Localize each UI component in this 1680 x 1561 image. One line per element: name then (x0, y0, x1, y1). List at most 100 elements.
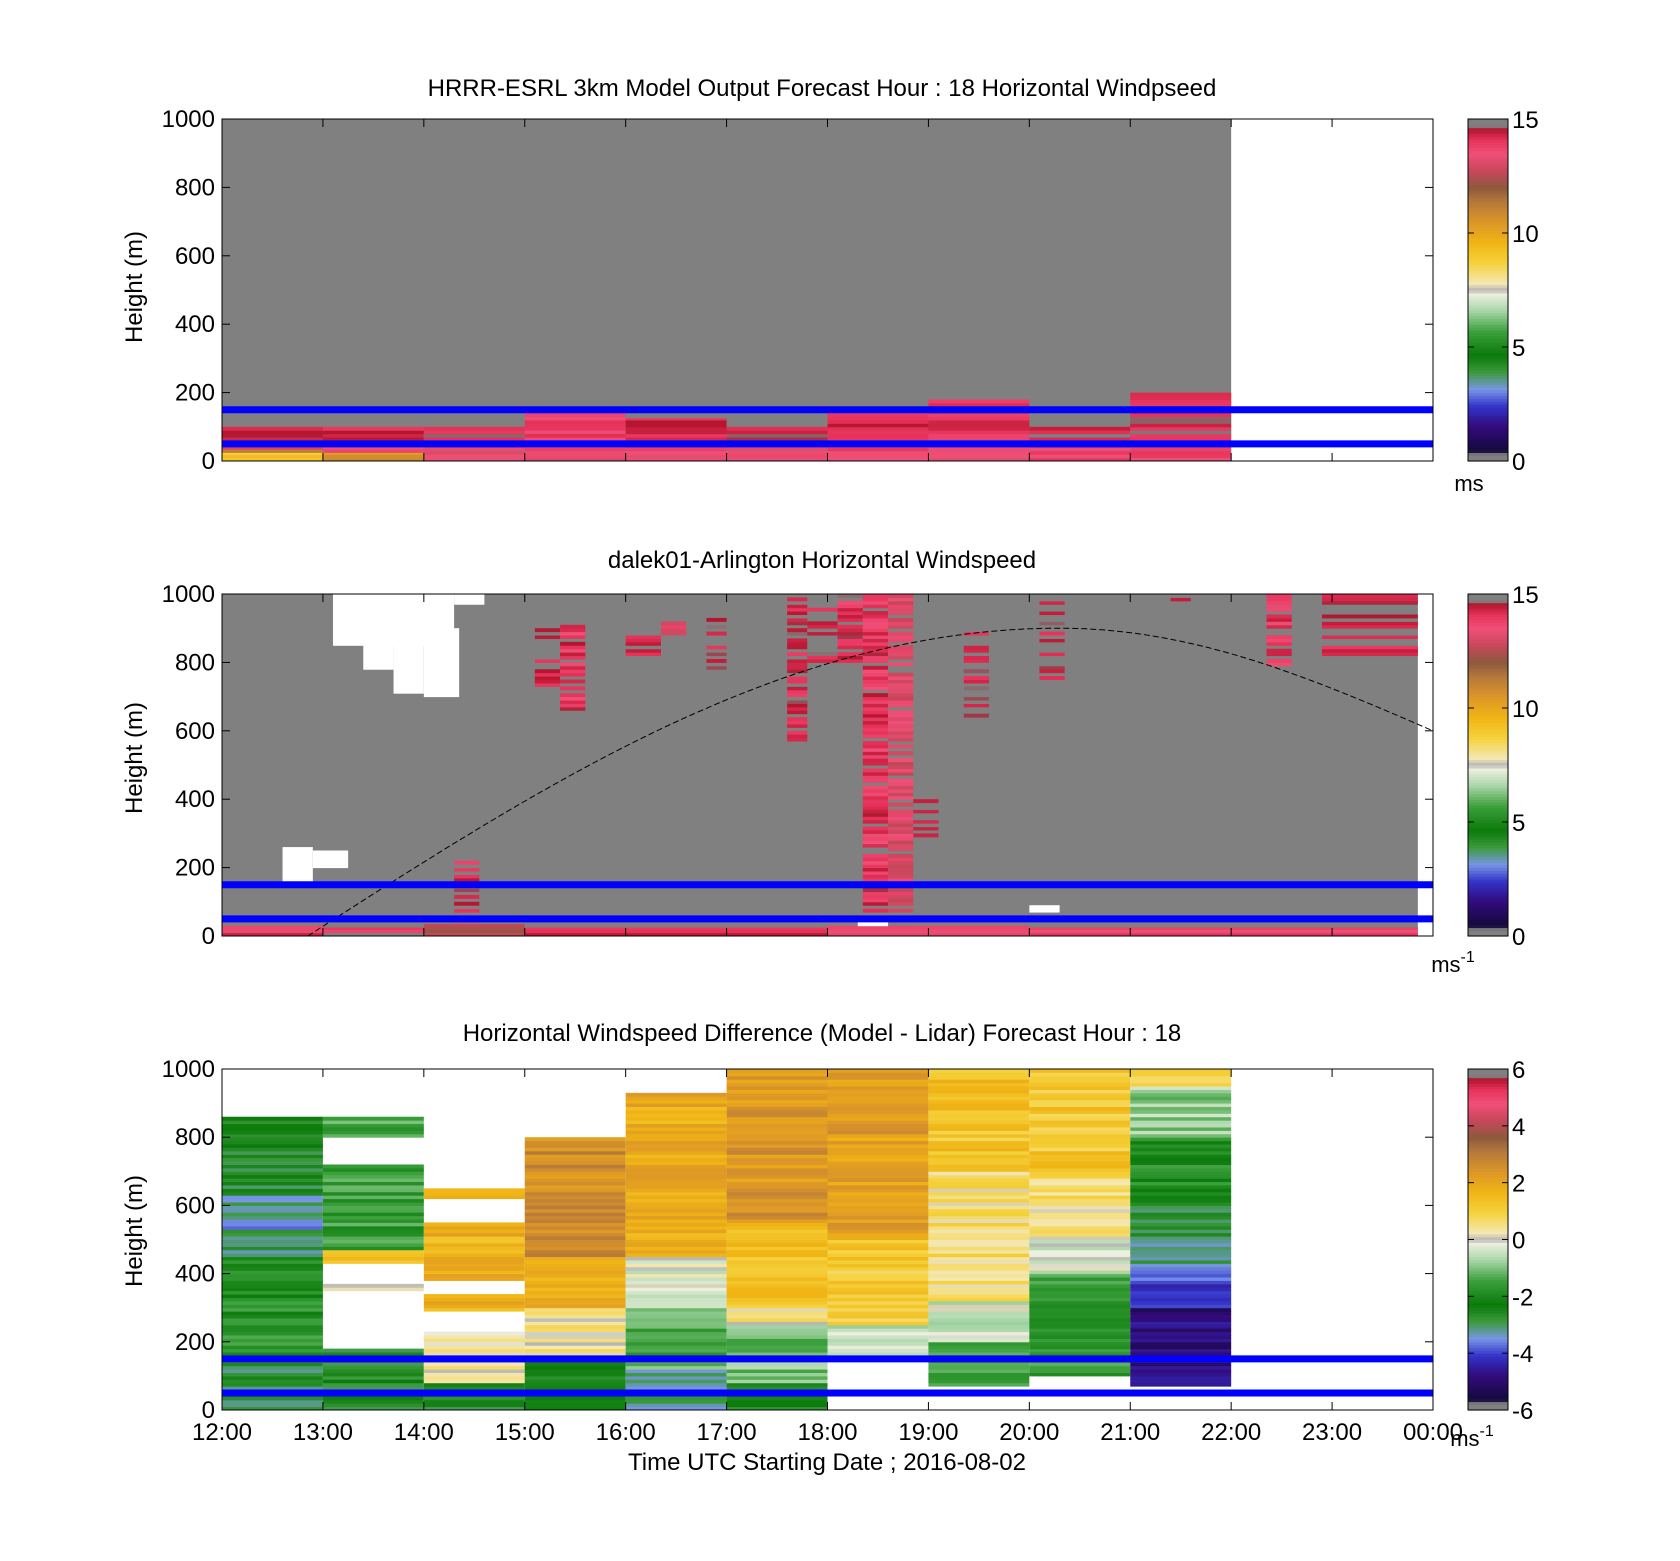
colorbar-swatch (1468, 813, 1508, 817)
heatmap-cell (726, 1164, 828, 1169)
heatmap-cell (625, 1140, 727, 1145)
colorbar-swatch (1468, 235, 1508, 240)
colorbar-swatch (1468, 659, 1508, 663)
heatmap-cell (454, 864, 480, 869)
heatmap-cell (862, 829, 889, 834)
heatmap-cell (726, 1201, 828, 1206)
heatmap-cell (222, 1297, 323, 1302)
colorbar-swatch (1468, 631, 1508, 635)
heatmap-cell (1029, 1191, 1131, 1196)
colorbar-swatch (1468, 747, 1508, 752)
heatmap-cell (1130, 1137, 1232, 1142)
heatmap-cell (928, 1232, 1030, 1237)
heatmap-cell (322, 1212, 424, 1217)
colorbar-swatch (1468, 1094, 1508, 1099)
heatmap-cell (928, 1225, 1030, 1230)
heatmap-cell (827, 1205, 929, 1210)
no-data-patch (363, 645, 394, 670)
heatmap-cell (888, 723, 914, 728)
heatmap-cell (1130, 1130, 1232, 1135)
heatmap-cell (1029, 1113, 1131, 1118)
heatmap-cell (625, 645, 661, 650)
heatmap-cell (928, 1181, 1030, 1186)
heatmap-cell (625, 418, 727, 421)
heatmap-cell (827, 1352, 929, 1356)
colorbar-swatch (1468, 164, 1508, 169)
heatmap-cell (625, 652, 661, 657)
x-tick-label: 15:00 (495, 1419, 555, 1446)
heatmap-cell (726, 1345, 828, 1350)
heatmap-cell (1130, 1232, 1232, 1237)
heatmap-cell (726, 1266, 828, 1271)
colorbar-swatch (1468, 153, 1508, 157)
heatmap-cell (862, 864, 889, 869)
heatmap-cell (625, 1222, 727, 1227)
heatmap-cell (928, 423, 1030, 428)
heatmap-cell (222, 1311, 323, 1316)
heatmap-cell (963, 706, 989, 711)
colorbar-swatch (1468, 1182, 1508, 1187)
heatmap-cell (524, 1140, 626, 1145)
heatmap-cell (222, 1201, 323, 1206)
heatmap-cell (625, 1321, 727, 1326)
heatmap-cell (1130, 1174, 1232, 1179)
heatmap-cell (524, 1375, 626, 1380)
heatmap-cell (625, 1157, 727, 1162)
heatmap-cell (862, 819, 889, 824)
colorbar-swatch (1468, 124, 1508, 129)
heatmap-cell (1130, 426, 1232, 431)
heatmap-cell (1321, 645, 1418, 650)
heatmap-cell (928, 402, 1030, 407)
heatmap-cell (222, 1120, 323, 1125)
heatmap-cell (862, 696, 889, 701)
y-tick-label: 1000 (162, 106, 215, 133)
no-data-patch (1029, 905, 1060, 913)
y-tick-label: 600 (175, 718, 215, 745)
colorbar-swatch (1468, 1134, 1508, 1138)
no-data-patch (423, 628, 460, 698)
heatmap-cell (322, 1242, 424, 1247)
heatmap-cell (928, 1069, 1030, 1073)
colorbar-swatch (1468, 619, 1508, 624)
heatmap-cell (625, 1331, 727, 1336)
heatmap-cell (524, 433, 626, 438)
heatmap-cell (524, 1280, 626, 1285)
colorbar-swatch (1468, 1401, 1508, 1405)
colorbar-swatch (1468, 452, 1508, 456)
heatmap-cell (787, 645, 808, 650)
heatmap-cell (322, 1164, 424, 1169)
heatmap-cell (963, 655, 989, 660)
colorbar-swatch (1468, 762, 1508, 766)
heatmap-cell (862, 594, 889, 598)
heatmap-cell (625, 1304, 727, 1309)
heatmap-cell (1130, 1307, 1232, 1312)
heatmap-cell (322, 1208, 424, 1213)
heatmap-cell (827, 1161, 929, 1165)
colorbar-unit-label: ms-1 (1450, 1423, 1494, 1451)
heatmap-cell (862, 898, 889, 903)
heatmap-cell (1029, 1242, 1131, 1247)
heatmap-cell (1029, 1280, 1131, 1285)
colorbar-swatch (1468, 332, 1508, 337)
heatmap-cell (827, 1120, 929, 1125)
colorbar-swatch (1468, 1256, 1508, 1260)
heatmap-cell (837, 658, 863, 663)
colorbar-swatch (1468, 1122, 1508, 1127)
heatmap-cell (625, 1317, 727, 1322)
colorbar-swatch (1468, 916, 1508, 920)
colorbar-swatch (1468, 150, 1508, 154)
no-data-patch (454, 594, 485, 605)
heatmap-cell (1029, 1334, 1131, 1339)
heatmap-cell (827, 1157, 929, 1162)
colorbar-swatch (1468, 190, 1508, 194)
heatmap-cell (706, 665, 727, 670)
heatmap-cell (827, 1086, 929, 1090)
heatmap-cell (625, 638, 661, 643)
heatmap-cell (1029, 1331, 1131, 1336)
y-tick-label: 0 (202, 448, 215, 475)
heatmap-cell (423, 450, 525, 455)
heatmap-cell (827, 1178, 929, 1183)
heatmap-cell (827, 419, 929, 424)
colorbar-swatch (1468, 1105, 1508, 1110)
heatmap-cell (928, 1297, 1030, 1302)
